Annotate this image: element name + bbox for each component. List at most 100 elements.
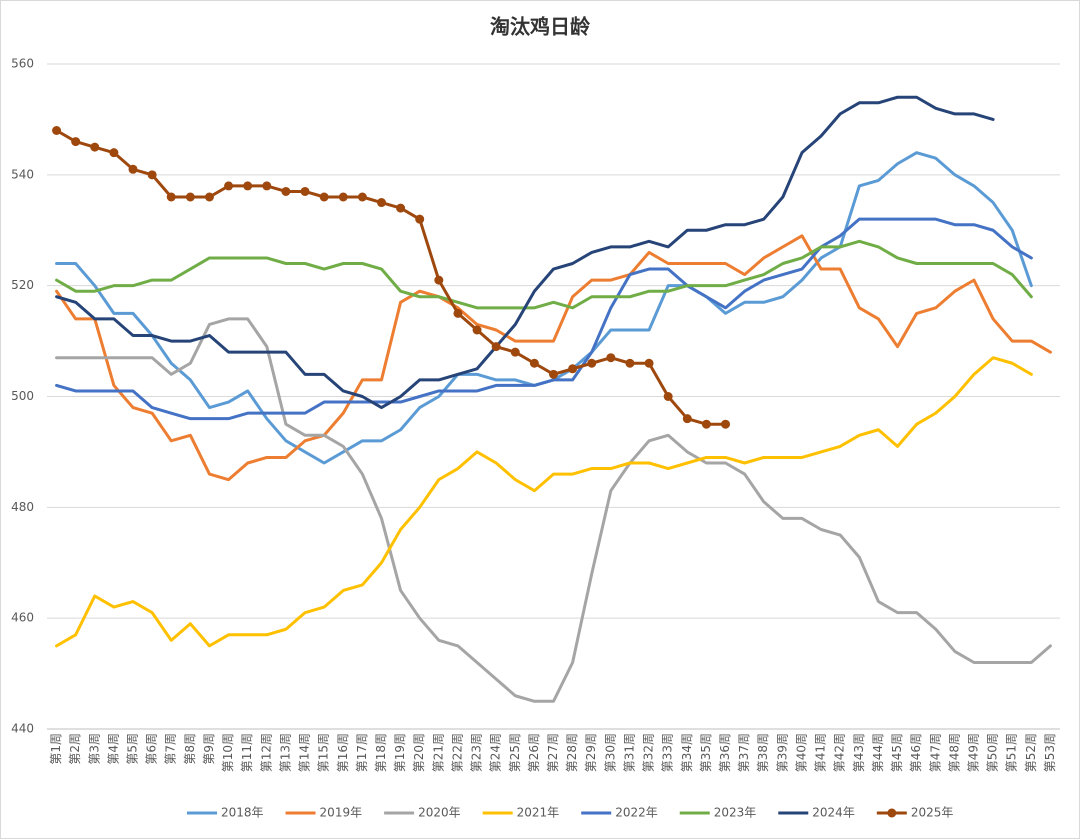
x-tick-label: 第46周 [909,733,923,772]
x-tick-label: 第22周 [450,733,464,772]
x-tick-label: 第23周 [470,733,484,772]
point-marker [204,192,214,202]
x-tick-label: 第25周 [508,733,522,772]
x-tick-label: 第15周 [317,733,331,772]
x-tick-label: 第3周 [87,733,101,765]
x-tick-label: 第1周 [49,733,63,765]
legend-label: 2019年 [320,806,363,820]
x-tick-label: 第10周 [221,733,235,772]
x-tick-label: 第47周 [928,733,942,772]
point-marker [510,347,520,357]
point-marker [128,164,138,174]
x-tick-label: 第35周 [699,733,713,772]
x-tick-label: 第32周 [642,733,656,772]
x-tick-label: 第8周 [183,733,197,765]
legend-item: 2023年 [679,806,756,820]
legend-item: 2025年 [876,806,954,820]
x-tick-label: 第43周 [852,733,866,772]
x-tick-label: 第27周 [546,733,560,772]
x-tick-label: 第9周 [202,733,216,765]
x-tick-label: 第38周 [756,733,770,772]
point-marker [701,419,711,429]
point-marker [224,181,234,191]
y-tick-label: 560 [11,57,34,71]
legend-marker [887,808,897,818]
x-tick-label: 第20周 [412,733,426,772]
x-tick-label: 第33周 [661,733,675,772]
point-marker [147,170,157,180]
point-marker [90,142,100,152]
x-tick-label: 第34周 [680,733,694,772]
point-marker [300,186,310,196]
point-marker [185,192,195,202]
point-marker [338,192,348,202]
legend-label: 2025年 [911,806,954,820]
series-line [55,234,1052,482]
x-tick-label: 第31周 [622,733,636,772]
x-tick-label: 第37周 [737,733,751,772]
x-tick-label: 第4周 [106,733,120,765]
x-tick-label: 第19周 [393,733,407,772]
x-tick-label: 第11周 [240,733,254,772]
x-tick-label: 第14周 [298,733,312,772]
y-tick-label: 520 [11,278,34,292]
point-marker [281,186,291,196]
legend-item: 2019年 [285,806,363,820]
x-tick-label: 第2周 [68,733,82,765]
x-tick-label: 第24周 [489,733,503,772]
legend-label: 2022年 [615,806,658,820]
x-tick-label: 第49周 [966,733,980,772]
point-marker [319,192,329,202]
y-tick-label: 440 [11,722,34,736]
series-line [55,356,1033,648]
series-line [55,217,1033,421]
point-marker [243,181,253,191]
point-marker [166,192,176,202]
series-line [55,239,1033,310]
point-marker [663,392,673,401]
legend-label: 2020年 [418,806,461,820]
x-tick-label: 第48周 [947,733,961,772]
x-tick-label: 第53周 [1043,733,1057,772]
point-marker [71,137,81,147]
series-line [55,317,1052,703]
y-tick-label: 500 [11,389,34,403]
legend-item: 2020年 [384,806,461,820]
point-marker [376,198,386,208]
legend-item: 2024年 [778,806,855,820]
x-tick-label: 第12周 [259,733,273,772]
x-tick-label: 第26周 [527,733,541,772]
y-tick-label: 480 [11,500,34,514]
chart-title: 淘汰鸡日龄 [490,15,591,39]
x-tick-label: 第6周 [145,733,159,765]
x-tick-label: 第40周 [794,733,808,772]
legend-label: 2018年 [221,806,264,820]
point-marker [357,192,367,202]
x-tick-label: 第28周 [565,733,579,772]
x-tick-label: 第45周 [890,733,904,772]
x-tick-label: 第50周 [986,733,1000,772]
x-tick-label: 第7周 [164,733,178,765]
point-marker [415,214,425,224]
series-line [55,95,995,410]
x-tick-label: 第52周 [1024,733,1038,772]
x-tick-label: 第30周 [603,733,617,772]
x-tick-label: 第42周 [833,733,847,772]
legend-label: 2021年 [517,806,560,820]
x-tick-label: 第18周 [374,733,388,772]
point-marker [529,358,539,368]
point-marker [682,414,692,424]
point-marker [109,148,119,158]
y-tick-label: 460 [11,611,34,625]
y-tick-label: 540 [11,167,34,181]
point-marker [491,342,501,352]
legend-item: 2021年 [482,806,560,820]
x-tick-label: 第16周 [336,733,350,772]
point-marker [568,364,578,374]
x-tick-label: 第36周 [718,733,732,772]
point-marker [262,181,272,191]
x-tick-label: 第17周 [355,733,369,772]
point-marker [644,358,654,368]
